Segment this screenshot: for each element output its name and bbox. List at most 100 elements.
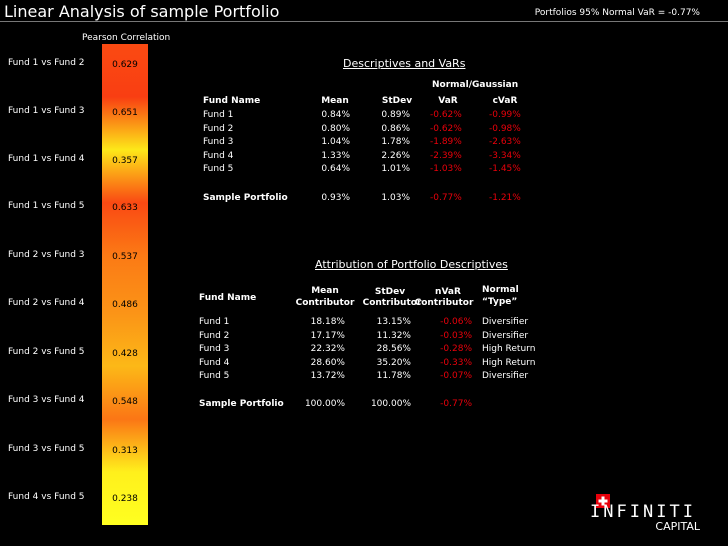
- attr-portfolio-name: Sample Portfolio: [199, 399, 284, 409]
- desc-portfolio-cvar: -1.21%: [489, 193, 521, 203]
- correlation-pair-label: Fund 3 vs Fund 5: [8, 444, 85, 454]
- attr-col-type-2: “Type”: [482, 297, 518, 307]
- desc-row-cvar: -3.34%: [489, 151, 521, 161]
- correlation-value: 0.313: [112, 446, 138, 456]
- descriptives-title: Descriptives and VaRs: [343, 57, 466, 70]
- attr-portfolio-mean: 100.00%: [304, 399, 345, 409]
- correlation-pair-label: Fund 3 vs Fund 4: [8, 395, 85, 405]
- desc-portfolio-stdev: 1.03%: [381, 193, 410, 203]
- correlation-value: 0.486: [112, 300, 138, 310]
- desc-portfolio-mean: 0.93%: [321, 193, 350, 203]
- attr-row-nvar: -0.06%: [440, 317, 472, 327]
- attr-col-stdev-1: StDev: [374, 287, 406, 297]
- desc-col-name: Fund Name: [203, 96, 261, 106]
- infiniti-capital-logo: INFINITI CAPITAL: [578, 494, 708, 534]
- correlation-value: 0.633: [112, 203, 138, 213]
- correlation-value: 0.357: [112, 156, 138, 166]
- desc-row-stdev: 0.89%: [381, 110, 410, 120]
- correlation-pair-label: Fund 1 vs Fund 5: [8, 201, 85, 211]
- attr-col-mean-2: Contributor: [295, 298, 355, 308]
- attr-row-name: Fund 5: [199, 371, 230, 381]
- desc-portfolio-var: -0.77%: [430, 193, 462, 203]
- attr-col-nvar-1: nVaR: [435, 287, 461, 297]
- desc-col-cvar: cVaR: [492, 96, 518, 106]
- desc-row-stdev: 0.86%: [381, 124, 410, 134]
- correlation-value: 0.428: [112, 349, 138, 359]
- desc-col-mean: Mean: [321, 96, 349, 106]
- desc-row-name: Fund 3: [203, 137, 234, 147]
- attr-row-mean: 28.60%: [310, 358, 345, 368]
- attr-portfolio-stdev: 100.00%: [370, 399, 411, 409]
- desc-row-mean: 0.64%: [321, 164, 350, 174]
- correlation-value: 0.238: [112, 494, 138, 504]
- logo-brand: INFINITI: [590, 502, 696, 522]
- desc-row-name: Fund 1: [203, 110, 234, 120]
- correlation-value: 0.651: [112, 108, 138, 118]
- desc-row-mean: 0.84%: [321, 110, 350, 120]
- attr-row-type: High Return: [482, 358, 536, 368]
- correlation-pair-label: Fund 4 vs Fund 5: [8, 492, 85, 502]
- attr-col-mean-1: Mean: [311, 286, 339, 296]
- attr-row-name: Fund 4: [199, 358, 230, 368]
- desc-row-mean: 0.80%: [321, 124, 350, 134]
- desc-row-name: Fund 2: [203, 124, 234, 134]
- desc-row-var: -1.03%: [430, 164, 462, 174]
- correlation-value: 0.629: [112, 60, 138, 70]
- attr-row-mean: 18.18%: [310, 317, 345, 327]
- attr-row-nvar: -0.07%: [440, 371, 472, 381]
- attr-row-name: Fund 2: [199, 331, 230, 341]
- desc-row-mean: 1.04%: [321, 137, 350, 147]
- desc-row-cvar: -1.45%: [489, 164, 521, 174]
- title-divider: [0, 21, 728, 22]
- attr-col-nvar-2: Contributor: [414, 298, 474, 308]
- correlation-pair-label: Fund 1 vs Fund 2: [8, 58, 85, 68]
- page-title: Linear Analysis of sample Portfolio: [4, 2, 280, 21]
- desc-row-var: -1.89%: [430, 137, 462, 147]
- correlation-pair-label: Fund 1 vs Fund 3: [8, 106, 85, 116]
- correlation-value: 0.548: [112, 397, 138, 407]
- correlation-value: 0.537: [112, 252, 138, 262]
- desc-row-name: Fund 4: [203, 151, 234, 161]
- desc-row-name: Fund 5: [203, 164, 234, 174]
- attr-row-type: Diversifier: [482, 317, 529, 327]
- portfolio-var-note: Portfolios 95% Normal VaR = -0.77%: [534, 8, 700, 18]
- logo-sub: CAPITAL: [655, 520, 700, 533]
- attr-col-stdev-2: Contributor: [362, 298, 422, 308]
- attr-portfolio-nvar: -0.77%: [440, 399, 472, 409]
- attr-row-stdev: 11.32%: [376, 331, 411, 341]
- attr-row-nvar: -0.03%: [440, 331, 472, 341]
- desc-col-var: VaR: [438, 96, 458, 106]
- desc-row-stdev: 2.26%: [381, 151, 410, 161]
- attr-row-mean: 13.72%: [310, 371, 345, 381]
- attr-col-type-1: Normal: [482, 285, 519, 295]
- normal-gaussian-header: Normal/Gaussian: [432, 80, 519, 90]
- desc-col-stdev: StDev: [381, 96, 413, 106]
- desc-row-var: -0.62%: [430, 110, 462, 120]
- pearson-correlation-header: Pearson Correlation: [82, 33, 171, 43]
- correlation-strip: [102, 44, 148, 525]
- attr-row-type: Diversifier: [482, 331, 529, 341]
- desc-row-var: -0.62%: [430, 124, 462, 134]
- swiss-cross-icon: [596, 494, 610, 508]
- attr-col-name: Fund Name: [199, 293, 257, 303]
- attr-row-nvar: -0.28%: [440, 344, 472, 354]
- attr-row-mean: 22.32%: [310, 344, 345, 354]
- attr-row-mean: 17.17%: [310, 331, 345, 341]
- desc-row-mean: 1.33%: [321, 151, 350, 161]
- attr-row-stdev: 35.20%: [376, 358, 411, 368]
- attr-row-stdev: 11.78%: [376, 371, 411, 381]
- desc-row-cvar: -0.99%: [489, 110, 521, 120]
- attr-row-type: Diversifier: [482, 371, 529, 381]
- correlation-pair-label: Fund 2 vs Fund 5: [8, 347, 85, 357]
- desc-portfolio-name: Sample Portfolio: [203, 193, 288, 203]
- attr-row-name: Fund 1: [199, 317, 230, 327]
- attribution-title: Attribution of Portfolio Descriptives: [315, 258, 508, 271]
- correlation-pair-label: Fund 1 vs Fund 4: [8, 154, 85, 164]
- attr-row-stdev: 13.15%: [376, 317, 411, 327]
- correlation-strip-bg: [102, 44, 148, 525]
- attr-row-nvar: -0.33%: [440, 358, 472, 368]
- correlation-pair-label: Fund 2 vs Fund 4: [8, 298, 85, 308]
- attr-row-type: High Return: [482, 344, 536, 354]
- desc-row-stdev: 1.78%: [381, 137, 410, 147]
- desc-row-stdev: 1.01%: [381, 164, 410, 174]
